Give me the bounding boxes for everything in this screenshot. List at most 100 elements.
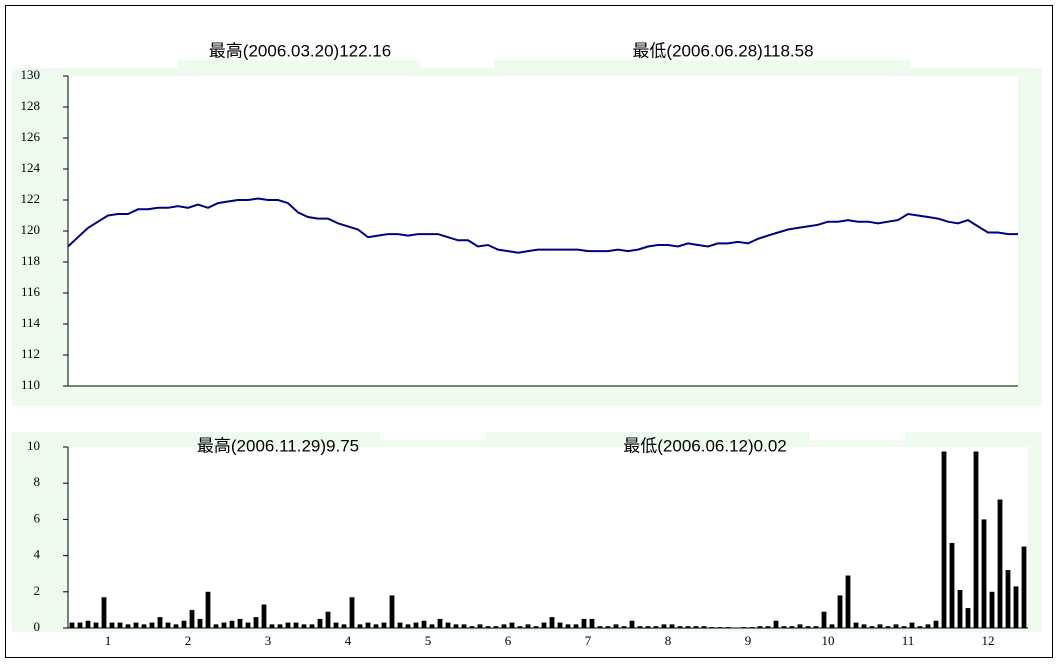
bar bbox=[661, 624, 667, 628]
bar bbox=[501, 624, 507, 628]
bar bbox=[277, 624, 283, 628]
bar bbox=[965, 608, 971, 628]
bar bbox=[85, 620, 91, 628]
bg-patch bbox=[380, 410, 485, 440]
y-tick-label: 6 bbox=[34, 510, 41, 525]
bar bbox=[261, 604, 267, 628]
bar bbox=[389, 595, 395, 628]
x-tick-label: 6 bbox=[505, 633, 512, 648]
bar bbox=[845, 575, 851, 628]
bar bbox=[581, 618, 587, 628]
plot-area bbox=[68, 76, 1018, 386]
bar bbox=[189, 609, 195, 628]
bar bbox=[557, 622, 563, 628]
bar bbox=[637, 626, 643, 628]
x-tick-label: 3 bbox=[265, 633, 272, 648]
bar bbox=[573, 624, 579, 628]
bar bbox=[549, 617, 555, 628]
bar bbox=[405, 624, 411, 628]
bar bbox=[589, 618, 595, 628]
annotation: 最高(2006.03.20)122.16 bbox=[209, 41, 391, 60]
bar bbox=[821, 611, 827, 628]
bar bbox=[349, 597, 355, 628]
bar bbox=[645, 626, 651, 628]
annotation: 最高(2006.11.29)9.75 bbox=[197, 436, 359, 455]
bg-patch bbox=[910, 28, 1042, 68]
bar bbox=[781, 626, 787, 628]
bar bbox=[485, 626, 491, 628]
bar bbox=[253, 617, 259, 628]
bar bbox=[165, 622, 171, 628]
y-tick-label: 0 bbox=[34, 619, 41, 634]
bar bbox=[285, 622, 291, 628]
bar bbox=[533, 626, 539, 628]
bar bbox=[269, 624, 275, 628]
bar bbox=[69, 622, 75, 628]
bar bbox=[797, 624, 803, 628]
bar bbox=[229, 620, 235, 628]
bar bbox=[613, 624, 619, 628]
plot-area bbox=[68, 447, 1028, 628]
bar bbox=[789, 626, 795, 628]
y-tick-label: 116 bbox=[21, 284, 41, 299]
x-tick-label: 12 bbox=[982, 633, 995, 648]
y-tick-label: 130 bbox=[21, 67, 41, 82]
bar bbox=[429, 624, 435, 628]
bar bbox=[221, 622, 227, 628]
y-tick-label: 4 bbox=[34, 547, 41, 562]
x-tick-label: 11 bbox=[902, 633, 915, 648]
bar bbox=[981, 519, 987, 628]
bar bbox=[77, 622, 83, 628]
bar bbox=[861, 624, 867, 628]
bar bbox=[909, 622, 915, 628]
bar bbox=[829, 624, 835, 628]
price-line bbox=[67, 197, 1018, 254]
bar bbox=[453, 624, 459, 628]
bar bbox=[1021, 546, 1027, 628]
bar bbox=[317, 618, 323, 628]
y-tick-label: 110 bbox=[21, 377, 40, 392]
bar bbox=[181, 620, 187, 628]
bar bbox=[853, 622, 859, 628]
bar bbox=[365, 622, 371, 628]
y-tick-label: 10 bbox=[27, 438, 40, 453]
bar bbox=[741, 627, 747, 628]
bar bbox=[989, 591, 995, 628]
bar bbox=[445, 622, 451, 628]
bar bbox=[765, 626, 771, 628]
bar bbox=[301, 624, 307, 628]
bar bbox=[837, 595, 843, 628]
bar bbox=[901, 626, 907, 628]
bar bbox=[373, 624, 379, 628]
annotation: 最低(2006.06.12)0.02 bbox=[623, 436, 787, 455]
bar bbox=[309, 624, 315, 628]
y-tick-label: 128 bbox=[21, 98, 41, 113]
bar bbox=[149, 622, 155, 628]
bar bbox=[341, 624, 347, 628]
bar bbox=[893, 624, 899, 628]
y-tick-label: 8 bbox=[34, 474, 41, 489]
bar bbox=[749, 627, 755, 628]
y-tick-label: 120 bbox=[21, 222, 41, 237]
bar bbox=[197, 618, 203, 628]
bar bbox=[917, 626, 923, 628]
bar bbox=[397, 622, 403, 628]
bar bbox=[173, 624, 179, 628]
bar bbox=[813, 626, 819, 628]
bar bbox=[997, 499, 1003, 628]
x-tick-label: 10 bbox=[822, 633, 835, 648]
bar bbox=[669, 624, 675, 628]
y-tick-label: 114 bbox=[21, 315, 41, 330]
x-tick-label: 8 bbox=[665, 633, 672, 648]
bar bbox=[101, 597, 107, 628]
bar bbox=[973, 451, 979, 628]
x-tick-label: 4 bbox=[345, 633, 352, 648]
bar bbox=[117, 622, 123, 628]
bar bbox=[357, 624, 363, 628]
bg-patch bbox=[12, 28, 178, 68]
bar bbox=[381, 622, 387, 628]
bar bbox=[933, 620, 939, 628]
bar bbox=[757, 626, 763, 628]
bar bbox=[109, 622, 115, 628]
